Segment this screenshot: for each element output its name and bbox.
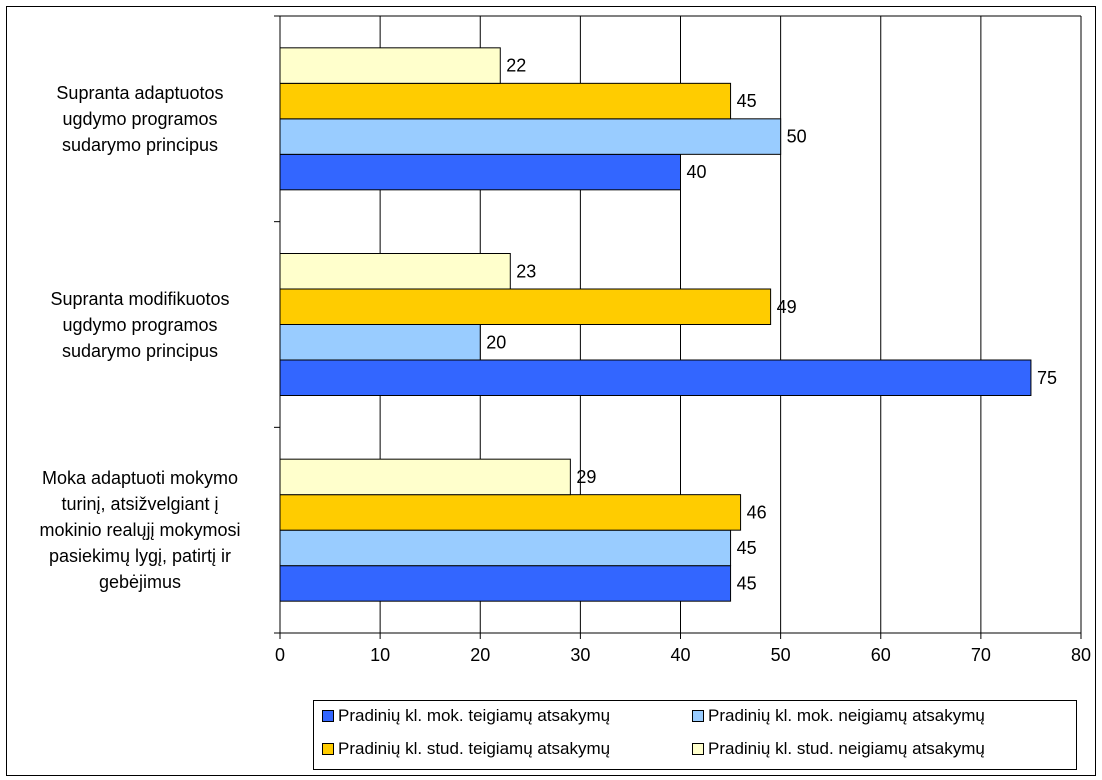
category-label-line: ugdymo programos	[62, 314, 218, 335]
category-label-line: pasiekimų lygį, patirtį ir	[48, 546, 232, 567]
bar	[279, 565, 732, 602]
legend-item: Pradinių kl. mok. neigiamų atsakymų	[692, 706, 985, 726]
category-label-line: Supranta modifikuotos	[50, 288, 230, 309]
legend-swatch	[692, 743, 704, 755]
x-tick-label: 10	[370, 645, 390, 665]
data-label: 45	[737, 573, 757, 593]
data-label: 45	[737, 538, 757, 558]
data-label: 49	[777, 297, 797, 317]
bar	[279, 288, 772, 325]
bar	[279, 458, 571, 496]
bar	[279, 153, 681, 191]
bar	[279, 324, 481, 361]
bar	[279, 47, 501, 84]
category-label-line: Moka adaptuoti mokymo	[41, 468, 239, 489]
bar	[279, 494, 742, 531]
legend-swatch	[322, 710, 334, 722]
bar	[279, 118, 782, 155]
bar	[279, 253, 511, 290]
legend-label: Pradinių kl. mok. neigiamų atsakymų	[708, 706, 985, 725]
category-label-line: mokinio realųjį mokymosi	[39, 520, 241, 541]
category-label: Moka adaptuoti mokymo turinį, atsižvelgia…	[10, 465, 270, 595]
x-tick-label: 0	[275, 645, 285, 665]
category-label: Supranta modifikuotos ugdymo programos sud…	[10, 286, 270, 364]
data-label: 20	[486, 332, 506, 352]
legend-swatch	[322, 743, 334, 755]
category-label-line: sudarymo principus	[61, 340, 219, 361]
x-tick-label: 30	[570, 645, 590, 665]
category-label-line: Supranta adaptuotos	[56, 82, 224, 103]
legend-label: Pradinių kl. stud. teigiamų atsakymų	[338, 739, 611, 758]
category-label-line: turinį, atsižvelgiant į	[61, 494, 219, 515]
data-label: 46	[747, 502, 767, 522]
x-tick-label: 60	[871, 645, 891, 665]
legend-item: Pradinių kl. stud. neigiamų atsakymų	[692, 739, 985, 759]
data-label: 29	[576, 467, 596, 487]
data-label: 23	[516, 261, 536, 281]
data-label: 45	[737, 91, 757, 111]
category-label-line: sudarymo principus	[61, 134, 219, 155]
legend-item: Pradinių kl. mok. teigiamų atsakymų	[322, 706, 610, 726]
data-label: 22	[506, 56, 526, 76]
x-tick-label: 80	[1071, 645, 1091, 665]
x-tick-label: 70	[971, 645, 991, 665]
bar	[279, 529, 732, 567]
legend-swatch	[692, 710, 704, 722]
legend: Pradinių kl. mok. teigiamų atsakymų Pradi…	[313, 700, 1077, 770]
legend-label: Pradinių kl. mok. teigiamų atsakymų	[338, 706, 611, 725]
legend-label: Pradinių kl. stud. neigiamų atsakymų	[708, 739, 985, 758]
bar	[279, 82, 732, 120]
legend-item: Pradinių kl. stud. teigiamų atsakymų	[322, 739, 610, 759]
data-label: 40	[687, 162, 707, 182]
bar	[279, 359, 1032, 396]
data-label: 50	[787, 127, 807, 147]
category-label: Supranta adaptuotos ugdymo programos sudar…	[10, 80, 270, 158]
x-tick-label: 20	[470, 645, 490, 665]
category-label-line: gebėjimus	[98, 572, 182, 593]
x-tick-label: 50	[771, 645, 791, 665]
data-label: 75	[1037, 368, 1057, 388]
category-label-line: ugdymo programos	[62, 108, 218, 129]
x-tick-label: 40	[670, 645, 690, 665]
